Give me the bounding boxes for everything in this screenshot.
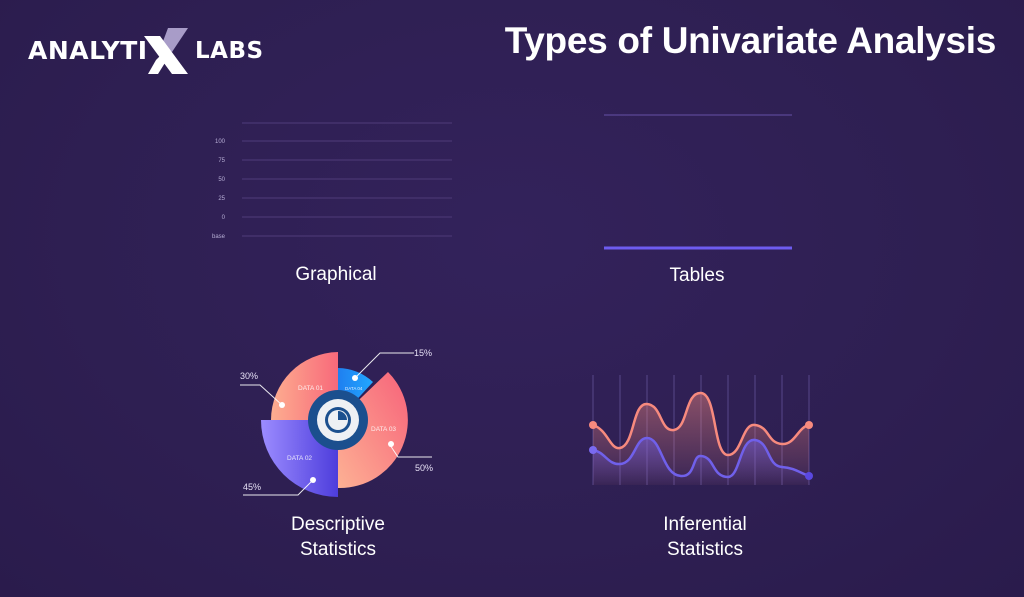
svg-text:15%: 15% — [414, 348, 432, 358]
svg-text:base: base — [212, 234, 226, 240]
leader-lines — [240, 352, 432, 496]
svg-text:DATA 01: DATA 01 — [298, 385, 323, 392]
svg-text:DATA 03: DATA 03 — [371, 426, 396, 433]
upper-line — [592, 391, 810, 457]
svg-text:30%: 30% — [240, 371, 258, 381]
analytixlabs-logo: ANALYTI LABS — [28, 28, 263, 78]
slice-labels: DATA 01 DATA 04 DATA 03 DATA 02 — [287, 385, 396, 462]
percent-labels: 30% 15% 50% 45% — [240, 348, 433, 492]
bars — [260, 126, 425, 240]
pie-chart: DATA 01 DATA 04 DATA 03 DATA 02 30% 15% … — [240, 348, 433, 497]
svg-text:100: 100 — [215, 139, 226, 145]
table-grid — [602, 114, 794, 250]
y-axis-ticks: 100 75 50 25 0 base — [212, 139, 226, 240]
svg-text:50%: 50% — [415, 463, 433, 473]
svg-text:25: 25 — [218, 196, 225, 202]
clock-icon — [338, 411, 347, 420]
inferential-statistics-label: Inferential Statistics — [663, 514, 747, 560]
logo-x-icon — [144, 28, 188, 74]
svg-text:45%: 45% — [243, 482, 261, 492]
svg-text:0: 0 — [222, 215, 226, 221]
line-chart — [589, 375, 813, 485]
svg-text:75: 75 — [218, 158, 225, 164]
graphical-label: Graphical — [295, 264, 377, 285]
bar-chart: 100 75 50 25 0 base — [212, 122, 452, 240]
page-title: Types of Univariate Analysis — [504, 20, 997, 61]
svg-text:DATA 02: DATA 02 — [287, 455, 312, 462]
logo-text-left: ANALYTI — [28, 36, 148, 65]
descriptive-statistics-label: Descriptive Statistics — [291, 514, 385, 560]
svg-text:DATA 04: DATA 04 — [345, 386, 363, 391]
slice-data-03 — [338, 372, 408, 489]
tables-label: Tables — [669, 265, 725, 286]
logo-text-right: LABS — [195, 38, 264, 64]
svg-text:50: 50 — [218, 177, 225, 183]
lower-line — [592, 436, 810, 479]
